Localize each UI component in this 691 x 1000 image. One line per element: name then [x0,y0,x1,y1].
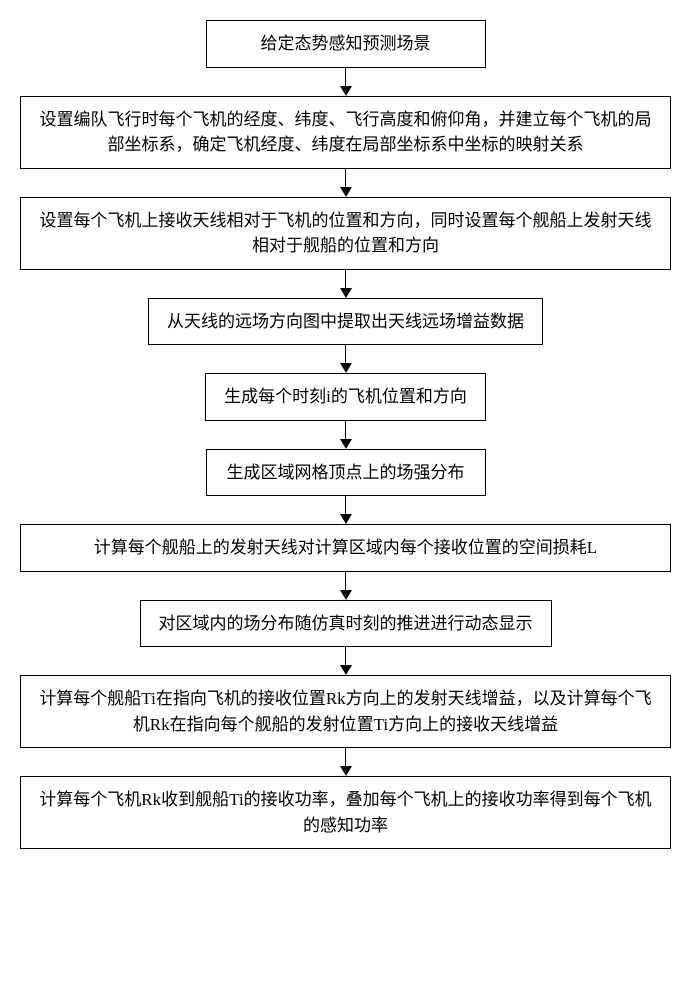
flowchart-step-7: 计算每个舰船上的发射天线对计算区域内每个接收位置的空间损耗L [20,524,671,572]
flowchart-step-8: 对区域内的场分布随仿真时刻的推进进行动态显示 [140,600,552,648]
flowchart-step-9: 计算每个舰船Ti在指向飞机的接收位置Rk方向上的发射天线增益，以及计算每个飞机R… [20,675,671,748]
flowchart-container: 给定态势感知预测场景设置编队飞行时每个飞机的经度、纬度、飞行高度和俯仰角，并建立… [20,20,671,849]
flowchart-step-3: 设置每个飞机上接收天线相对于飞机的位置和方向，同时设置每个舰船上发射天线相对于舰… [20,197,671,270]
flowchart-step-5: 生成每个时刻i的飞机位置和方向 [205,373,486,421]
arrow-down-icon [340,496,352,524]
arrow-down-icon [340,169,352,197]
flowchart-step-1: 给定态势感知预测场景 [206,20,486,68]
arrow-down-icon [340,647,352,675]
arrow-down-icon [340,572,352,600]
flowchart-step-4: 从天线的远场方向图中提取出天线远场增益数据 [148,298,543,346]
arrow-down-icon [340,68,352,96]
arrow-down-icon [340,421,352,449]
arrow-down-icon [340,748,352,776]
flowchart-step-10: 计算每个飞机Rk收到舰船Ti的接收功率，叠加每个飞机上的接收功率得到每个飞机的感… [20,776,671,849]
arrow-down-icon [340,345,352,373]
flowchart-step-2: 设置编队飞行时每个飞机的经度、纬度、飞行高度和俯仰角，并建立每个飞机的局部坐标系… [20,96,671,169]
arrow-down-icon [340,270,352,298]
flowchart-step-6: 生成区域网格顶点上的场强分布 [206,449,486,497]
